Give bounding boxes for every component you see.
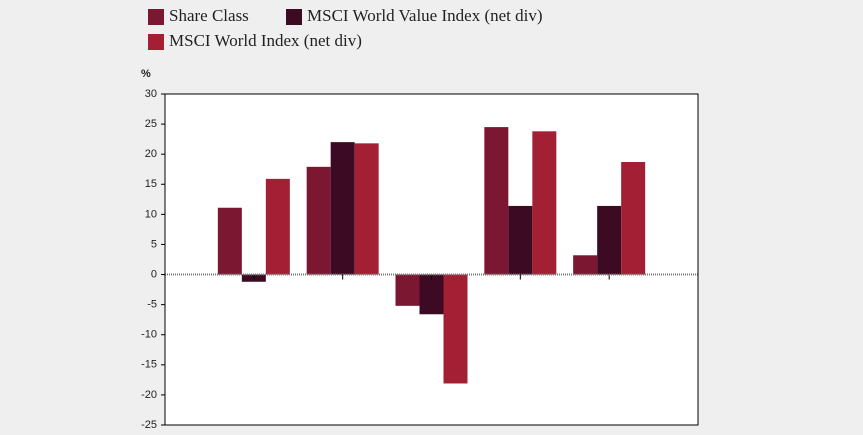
- bar: [621, 162, 646, 275]
- bar: [306, 166, 331, 275]
- y-tick-label: 10: [145, 208, 157, 220]
- y-tick-label: -15: [141, 359, 157, 371]
- bar: [419, 274, 444, 315]
- legend-swatch: [148, 9, 164, 25]
- plot-frame: [164, 93, 699, 426]
- legend-swatch: [148, 34, 164, 50]
- y-tick-label: -10: [141, 329, 157, 341]
- legend-swatch: [286, 9, 302, 25]
- y-tick-label: 30: [145, 88, 157, 100]
- bar: [330, 142, 355, 275]
- y-tick-label: -20: [141, 389, 157, 401]
- y-tick-label: 25: [145, 118, 157, 130]
- y-tick-label: 20: [145, 148, 157, 160]
- bar: [508, 205, 533, 275]
- bar: [597, 205, 622, 275]
- bar: [532, 131, 557, 275]
- bar: [573, 255, 598, 275]
- bar: [354, 143, 379, 275]
- y-tick-label: 0: [151, 268, 157, 280]
- legend-label: Share Class: [169, 6, 249, 25]
- y-tick-label: -25: [141, 419, 157, 431]
- legend-label: MSCI World Value Index (net div): [307, 6, 543, 25]
- y-tick-label: -5: [147, 299, 157, 311]
- bar: [484, 127, 509, 275]
- bar: [395, 274, 420, 306]
- bar: [443, 274, 468, 384]
- y-tick-label: 15: [145, 178, 157, 190]
- bar: [265, 178, 290, 275]
- y-tick-label: 5: [151, 238, 157, 250]
- y-axis-label: %: [141, 68, 151, 80]
- legend-label: MSCI World Index (net div): [169, 31, 362, 50]
- bar: [217, 207, 242, 275]
